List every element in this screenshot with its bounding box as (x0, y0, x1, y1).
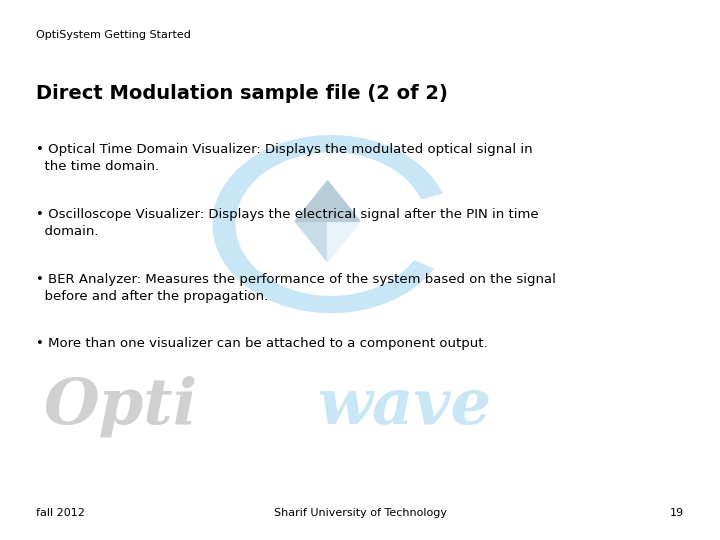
Text: • Optical Time Domain Visualizer: Displays the modulated optical signal in
  the: • Optical Time Domain Visualizer: Displa… (36, 143, 533, 173)
Text: Sharif University of Technology: Sharif University of Technology (274, 508, 446, 518)
Text: fall 2012: fall 2012 (36, 508, 85, 518)
Text: OptiSystem Getting Started: OptiSystem Getting Started (36, 30, 191, 40)
Polygon shape (328, 181, 360, 262)
Text: • Oscilloscope Visualizer: Displays the electrical signal after the PIN in time
: • Oscilloscope Visualizer: Displays the … (36, 208, 539, 238)
Text: • BER Analyzer: Measures the performance of the system based on the signal
  bef: • BER Analyzer: Measures the performance… (36, 273, 556, 303)
Text: Opti: Opti (43, 376, 197, 437)
Text: wave: wave (317, 376, 491, 437)
Text: 19: 19 (670, 508, 684, 518)
Text: • More than one visualizer can be attached to a component output.: • More than one visualizer can be attach… (36, 338, 487, 350)
Polygon shape (295, 181, 328, 262)
Wedge shape (212, 135, 443, 313)
Text: Direct Modulation sample file (2 of 2): Direct Modulation sample file (2 of 2) (36, 84, 448, 103)
Polygon shape (295, 181, 360, 221)
